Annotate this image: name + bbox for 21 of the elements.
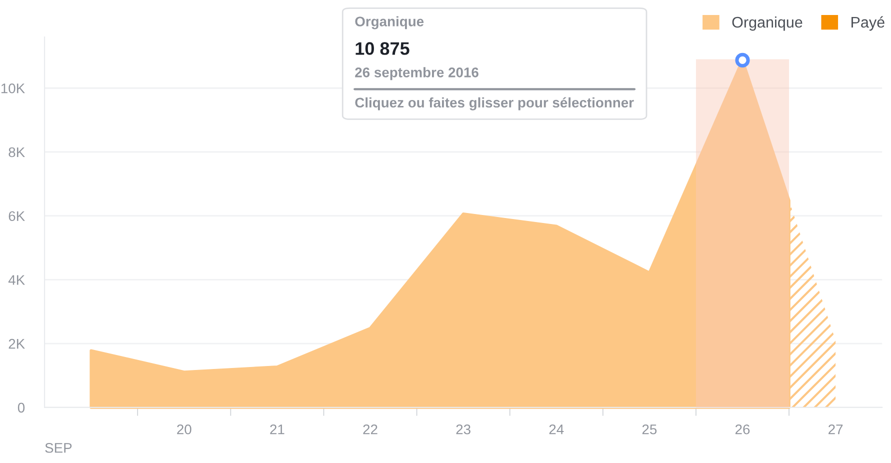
annotation: Cliquez ou faites glisser pour sélectionner: [355, 97, 634, 110]
x-tick-label: 22: [363, 424, 378, 434]
annotation: 10 875: [356, 42, 410, 55]
x-tick-label: 23: [456, 424, 470, 434]
y-tick-label: 8K: [8, 147, 25, 158]
x-tick-label: 25: [642, 424, 657, 434]
y-tick-label: 0: [18, 402, 25, 413]
legend-label: Organique: [732, 16, 802, 31]
x-tick-label: 27: [828, 424, 843, 434]
x-tick-label: 26: [735, 424, 750, 434]
y-tick-label: 6K: [8, 211, 25, 222]
x-axis-title: SEP: [45, 442, 72, 453]
annotation: 26 septembre 2016: [355, 67, 478, 80]
y-tick-label: 4K: [8, 275, 25, 285]
x-tick-label: 21: [270, 424, 284, 434]
legend-label: Payé: [852, 16, 884, 31]
y-tick-label: 2K: [8, 338, 25, 349]
y-tick-label: 10K: [1, 83, 25, 94]
text: Organique: [355, 16, 424, 30]
x-tick-label: 20: [177, 424, 192, 434]
x-tick-label: 24: [549, 424, 564, 434]
